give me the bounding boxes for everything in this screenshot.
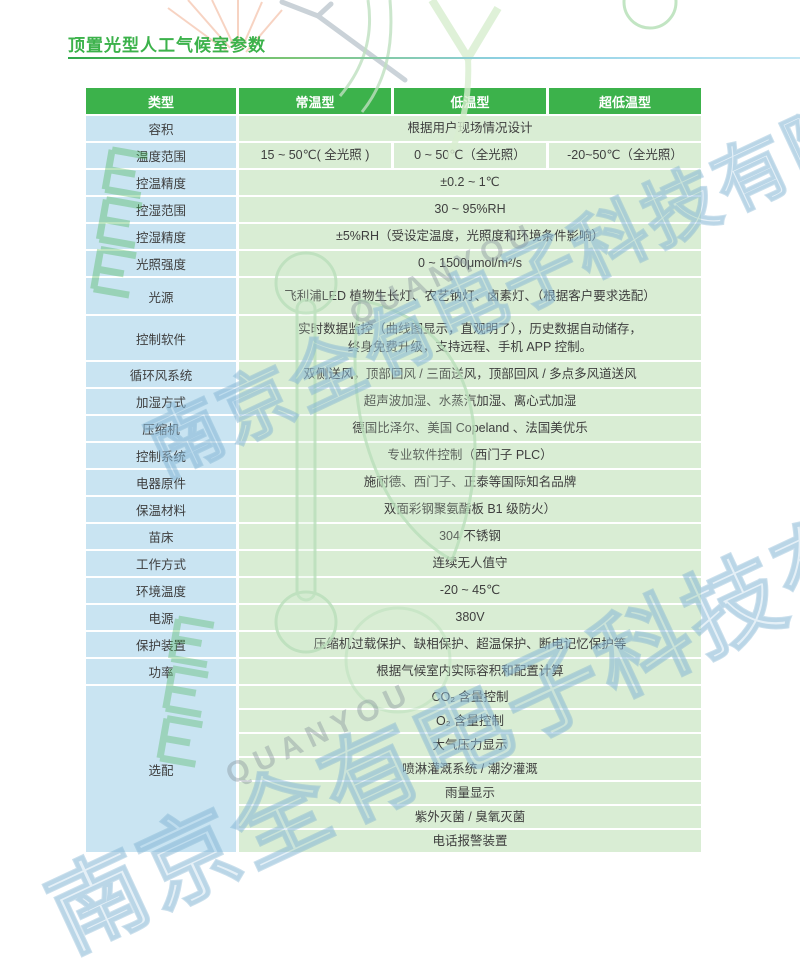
row-label-optional: 选配 [86, 686, 236, 852]
table-row: 循环风系统 双侧送风，顶部回风 / 三面送风，顶部回风 / 多点多风道送风 [86, 362, 701, 387]
column-header-normal-temp: 常温型 [239, 88, 391, 114]
row-label: 苗床 [86, 524, 236, 549]
table-row: 温度范围 15 ~ 50℃( 全光照 ) 0 ~ 50℃（全光照） -20~50… [86, 143, 701, 168]
row-label: 保温材料 [86, 497, 236, 522]
row-label: 电器原件 [86, 470, 236, 495]
row-label: 温度范围 [86, 143, 236, 168]
table-row: 控制软件 实时数据监控（曲线图显示，直观明了），历史数据自动储存， 终身免费升级… [86, 316, 701, 360]
row-label: 工作方式 [86, 551, 236, 576]
row-value: 施耐德、西门子、正泰等国际知名品牌 [239, 470, 701, 495]
row-label: 压缩机 [86, 416, 236, 441]
table-row: 控湿范围 30 ~ 95%RH [86, 197, 701, 222]
row-label: 功率 [86, 659, 236, 684]
table-row-optional: 选配 CO₂ 含量控制 [86, 686, 701, 852]
optional-item: 喷淋灌溉系统 / 潮汐灌溉 [239, 758, 701, 780]
row-value: 双侧送风，顶部回风 / 三面送风，顶部回风 / 多点多风道送风 [239, 362, 701, 387]
column-header-ultra-low-temp: 超低温型 [549, 88, 701, 114]
row-label: 加湿方式 [86, 389, 236, 414]
table-row: 控温精度 ±0.2 ~ 1℃ [86, 170, 701, 195]
row-value: ±0.2 ~ 1℃ [239, 170, 701, 195]
row-value: 根据用户现场情况设计 [239, 116, 701, 141]
row-value: 0 ~ 50℃（全光照） [394, 143, 546, 168]
row-value: ±5%RH（受设定温度，光照度和环境条件影响） [239, 224, 701, 249]
row-label: 控湿精度 [86, 224, 236, 249]
row-value: 专业软件控制（西门子 PLC） [239, 443, 701, 468]
table-row-optional: 喷淋灌溉系统 / 潮汐灌溉 [86, 758, 701, 780]
table-row-optional: 紫外灭菌 / 臭氧灭菌 [86, 806, 701, 828]
column-header-type: 类型 [86, 88, 236, 114]
row-label: 控制软件 [86, 316, 236, 360]
table-row-optional: 电话报警装置 [86, 830, 701, 852]
row-label: 控温精度 [86, 170, 236, 195]
optional-item: 电话报警装置 [239, 830, 701, 852]
table-row: 环境温度 -20 ~ 45℃ [86, 578, 701, 603]
table-row: 工作方式 连续无人值守 [86, 551, 701, 576]
row-label: 循环风系统 [86, 362, 236, 387]
row-value: 0 ~ 1500μmol/m²/s [239, 251, 701, 276]
row-label: 控制系统 [86, 443, 236, 468]
optional-item: 雨量显示 [239, 782, 701, 804]
table-row: 电器原件 施耐德、西门子、正泰等国际知名品牌 [86, 470, 701, 495]
row-value: 压缩机过载保护、缺相保护、超温保护、断电记忆保护等 [239, 632, 701, 657]
row-value: 连续无人值守 [239, 551, 701, 576]
table-row: 苗床 304 不锈钢 [86, 524, 701, 549]
table-row: 保温材料 双面彩钢聚氨酯板 B1 级防火） [86, 497, 701, 522]
table-row: 压缩机 德国比泽尔、美国 Copeland 、法国美优乐 [86, 416, 701, 441]
table-header-row: 类型 常温型 低温型 超低温型 [86, 88, 701, 114]
table-row: 功率 根据气候室内实际容积和配置计算 [86, 659, 701, 684]
row-label: 电源 [86, 605, 236, 630]
row-label: 光源 [86, 278, 236, 314]
row-value: -20 ~ 45℃ [239, 578, 701, 603]
table-row: 加湿方式 超声波加湿、水蒸汽加湿、离心式加湿 [86, 389, 701, 414]
row-value: 30 ~ 95%RH [239, 197, 701, 222]
row-value: 根据气候室内实际容积和配置计算 [239, 659, 701, 684]
row-label: 保护装置 [86, 632, 236, 657]
row-label: 控湿范围 [86, 197, 236, 222]
row-value: 15 ~ 50℃( 全光照 ) [239, 143, 391, 168]
row-value: 380V [239, 605, 701, 630]
row-value: 飞利浦LED 植物生长灯、农艺钠灯、卤素灯、（根据客户要求选配） [239, 278, 701, 314]
table-row-optional: O₂ 含量控制 [86, 710, 701, 732]
row-value: 双面彩钢聚氨酯板 B1 级防火） [239, 497, 701, 522]
row-value: -20~50℃（全光照） [549, 143, 701, 168]
title-underline [68, 57, 800, 59]
row-label: 环境温度 [86, 578, 236, 603]
table-row-optional: 大气压力显示 [86, 734, 701, 756]
table-row: 光源 飞利浦LED 植物生长灯、农艺钠灯、卤素灯、（根据客户要求选配） [86, 278, 701, 314]
table-row: 控湿精度 ±5%RH（受设定温度，光照度和环境条件影响） [86, 224, 701, 249]
table-row: 光照强度 0 ~ 1500μmol/m²/s [86, 251, 701, 276]
optional-item: 大气压力显示 [239, 734, 701, 756]
row-value: 超声波加湿、水蒸汽加湿、离心式加湿 [239, 389, 701, 414]
table-row: 保护装置 压缩机过载保护、缺相保护、超温保护、断电记忆保护等 [86, 632, 701, 657]
table-row-optional: 雨量显示 [86, 782, 701, 804]
table-row: 容积 根据用户现场情况设计 [86, 116, 701, 141]
spec-table: 类型 常温型 低温型 超低温型 容积 根据用户现场情况设计 温度范围 15 ~ … [83, 86, 704, 854]
table-row: 电源 380V [86, 605, 701, 630]
row-label: 光照强度 [86, 251, 236, 276]
optional-item: CO₂ 含量控制 [239, 686, 701, 708]
row-label: 容积 [86, 116, 236, 141]
row-value: 304 不锈钢 [239, 524, 701, 549]
page-title: 顶置光型人工气候室参数 [68, 36, 266, 55]
table-row: 控制系统 专业软件控制（西门子 PLC） [86, 443, 701, 468]
row-value: 德国比泽尔、美国 Copeland 、法国美优乐 [239, 416, 701, 441]
bulb-icon [622, 0, 678, 30]
greenhouse-sketch-icon [279, 0, 408, 83]
column-header-low-temp: 低温型 [394, 88, 546, 114]
optional-item: 紫外灭菌 / 臭氧灭菌 [239, 806, 701, 828]
row-value: 实时数据监控（曲线图显示，直观明了），历史数据自动储存， 终身免费升级，支持远程… [239, 316, 701, 360]
optional-item: O₂ 含量控制 [239, 710, 701, 732]
